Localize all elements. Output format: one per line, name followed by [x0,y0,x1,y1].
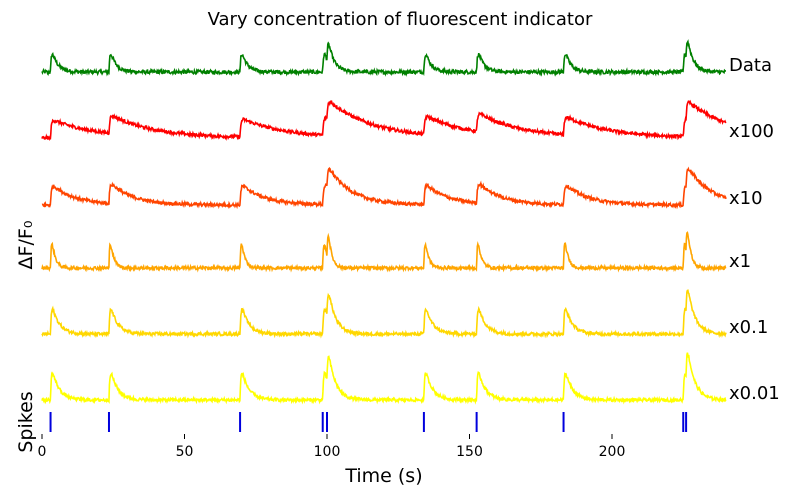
trace-data [41,39,727,77]
trace-label-data: Data [729,55,772,76]
trace-x10 [41,166,727,210]
y-axis-label: ΔF/F₀ [15,221,37,270]
x-tick-label: 0 [38,444,47,460]
trace-label-x1: x1 [729,251,751,272]
trace-x0-1 [41,289,727,339]
traces-group [41,39,727,405]
spikes-axis-label: Spikes [15,391,37,452]
x-tick-label: 200 [599,444,626,460]
x-tick-label: 100 [314,444,341,460]
trace-labels-group: Data x100 x10 x1 x0.1 x0.01 [729,55,780,404]
x-tick-label: 150 [456,444,483,460]
trace-x0-01 [41,352,727,405]
trace-label-x10: x10 [729,188,763,209]
x-axis-label: Time (s) [344,465,422,487]
trace-label-x0-1: x0.1 [729,317,768,338]
trace-label-x100: x100 [729,121,774,142]
x-tick-label: 50 [176,444,194,460]
spikes-group [49,412,688,432]
chart-title: Vary concentration of fluorescent indica… [208,9,593,30]
trace-label-x0-01: x0.01 [729,383,780,404]
trace-x1 [41,231,727,273]
trace-x100 [41,99,727,142]
x-ticks-group: 0 50 100 150 200 [38,434,626,460]
